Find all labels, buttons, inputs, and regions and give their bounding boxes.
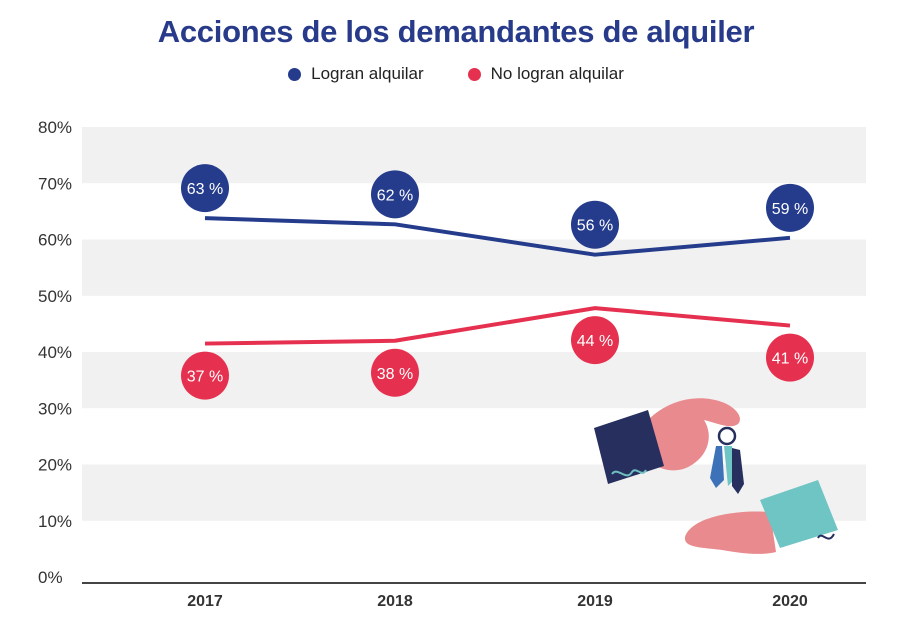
lower-sleeve bbox=[760, 480, 838, 548]
legend-item-logran: Logran alquilar bbox=[288, 64, 424, 84]
y-tick-label: 10% bbox=[38, 512, 72, 531]
legend-label-no-logran: No logran alquilar bbox=[490, 64, 624, 83]
key-ring bbox=[717, 426, 737, 446]
key-blue bbox=[710, 446, 724, 488]
data-point-no-logran bbox=[371, 348, 419, 397]
series-lines bbox=[204, 216, 791, 346]
data-label: 59 % bbox=[772, 201, 808, 218]
data-labels: 63 % 62 % 56 % 59 % 37 % 38 % 44 % 41 % bbox=[181, 164, 814, 400]
data-point-logran bbox=[766, 183, 814, 232]
y-tick-label: 40% bbox=[38, 343, 72, 362]
data-point-no-logran bbox=[181, 351, 229, 400]
legend: Logran alquilar No logran alquilar bbox=[0, 64, 912, 84]
chart-title: Acciones de los demandantes de alquiler bbox=[157, 14, 755, 49]
x-axis-ticks: 2017 2018 2019 2020 bbox=[187, 593, 808, 610]
y-tick-label: 60% bbox=[38, 231, 72, 250]
y-tick-label: 0% bbox=[38, 568, 63, 587]
y-tick-label: 50% bbox=[38, 287, 72, 306]
x-tick-label: 2018 bbox=[377, 593, 413, 610]
series-line-no-logran bbox=[204, 306, 791, 346]
y-tick-label: 30% bbox=[38, 399, 72, 418]
legend-marker-no-logran bbox=[467, 67, 481, 81]
data-label: 63 % bbox=[187, 181, 223, 198]
data-label: 56 % bbox=[577, 218, 613, 235]
data-label: 44 % bbox=[577, 333, 613, 350]
upper-sleeve-stitch bbox=[611, 469, 647, 477]
lower-hand bbox=[684, 511, 776, 554]
legend-item-no-logran: No logran alquilar bbox=[467, 64, 624, 84]
data-point-logran bbox=[571, 200, 619, 249]
x-tick-label: 2020 bbox=[772, 593, 808, 610]
grid-band bbox=[82, 239, 866, 296]
y-tick-label: 70% bbox=[38, 174, 72, 193]
series-line-logran bbox=[204, 216, 791, 257]
y-axis-ticks: 0% 10% 20% 30% 40% 50% 60% 70% 80% bbox=[38, 118, 72, 587]
legend-marker-logran bbox=[288, 67, 302, 81]
data-point-no-logran bbox=[571, 316, 619, 365]
lower-sleeve-stitch bbox=[817, 533, 835, 540]
upper-sleeve bbox=[594, 410, 664, 484]
upper-hand bbox=[648, 398, 741, 471]
x-tick-label: 2019 bbox=[577, 593, 613, 610]
x-tick-label: 2017 bbox=[187, 593, 223, 610]
key-navy bbox=[732, 448, 744, 494]
data-label: 37 % bbox=[187, 369, 223, 386]
data-point-logran bbox=[371, 170, 419, 219]
y-tick-label: 80% bbox=[38, 118, 72, 137]
data-point-no-logran bbox=[766, 333, 814, 382]
legend-label-logran: Logran alquilar bbox=[311, 64, 424, 83]
y-tick-label: 20% bbox=[38, 456, 72, 475]
data-label: 38 % bbox=[377, 366, 413, 383]
data-point-logran bbox=[181, 164, 229, 213]
hands-keys-illustration bbox=[594, 398, 838, 554]
data-label: 62 % bbox=[377, 187, 413, 204]
data-label: 41 % bbox=[772, 351, 808, 368]
